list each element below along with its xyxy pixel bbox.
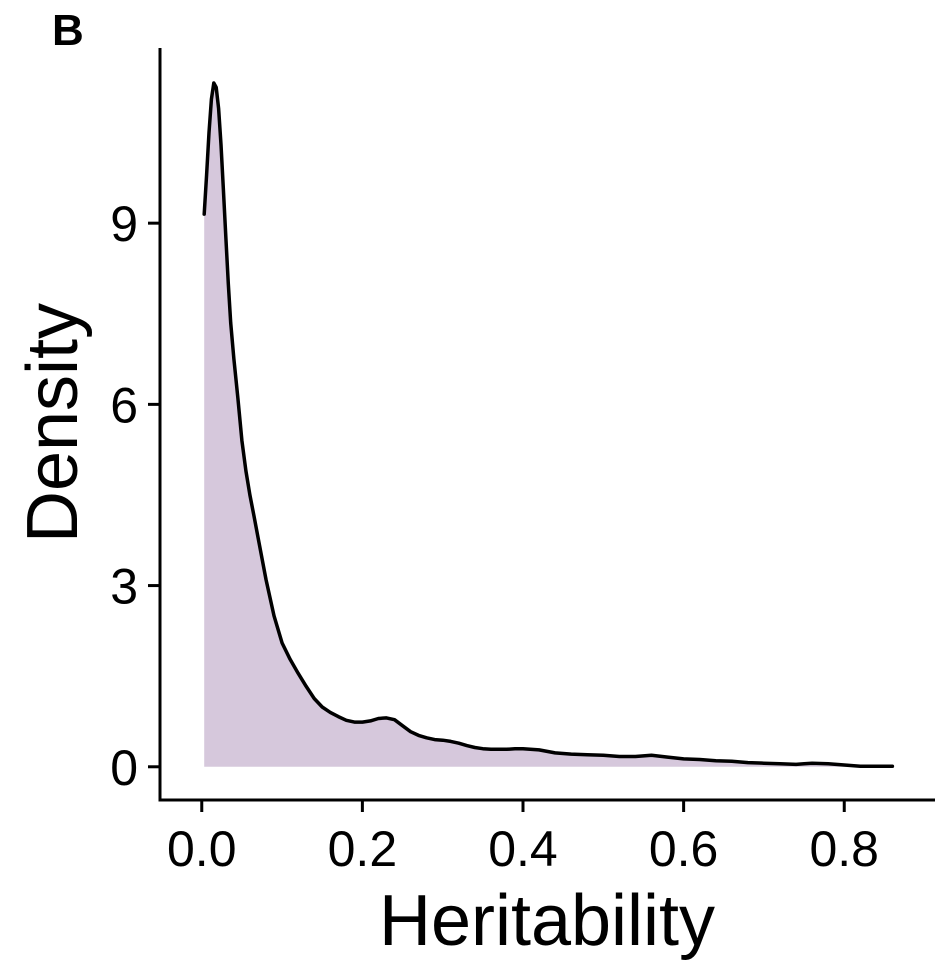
y-axis-title: Density xyxy=(13,303,93,543)
y-tick-label: 3 xyxy=(110,559,138,615)
x-tick-label: 0.4 xyxy=(488,821,558,877)
y-axis-ticks: 0 3 6 9 xyxy=(110,196,160,796)
x-axis-ticks: 0.0 0.2 0.4 0.6 0.8 xyxy=(167,800,879,877)
x-axis-title: Heritability xyxy=(379,881,715,961)
density-area xyxy=(204,83,893,767)
y-tick-label: 9 xyxy=(110,196,138,252)
x-tick-label: 0.8 xyxy=(809,821,879,877)
x-tick-label: 0.2 xyxy=(328,821,398,877)
x-tick-label: 0.6 xyxy=(649,821,719,877)
density-line xyxy=(202,81,895,768)
y-tick-label: 0 xyxy=(110,740,138,796)
panel-label: B xyxy=(52,6,84,55)
y-tick-label: 6 xyxy=(110,377,138,433)
x-tick-label: 0.0 xyxy=(167,821,237,877)
